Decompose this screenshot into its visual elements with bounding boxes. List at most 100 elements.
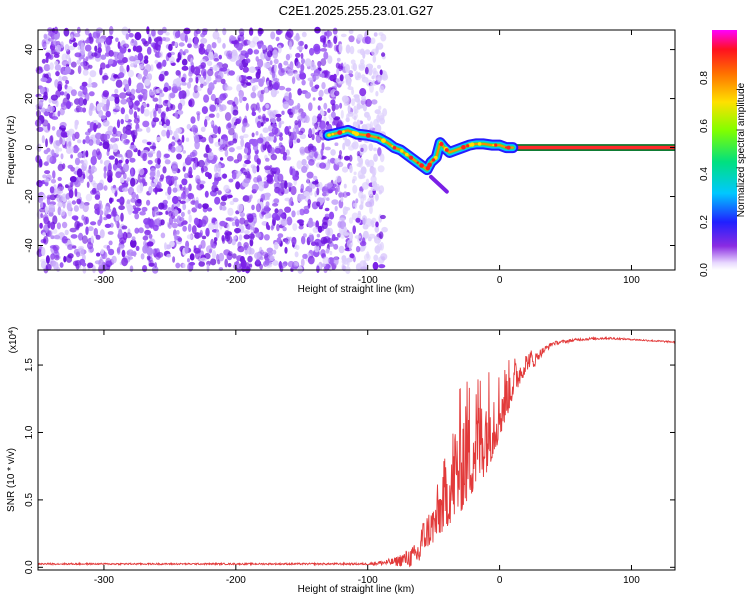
noise-speckle xyxy=(324,213,330,218)
noise-speckle xyxy=(318,182,323,191)
noise-speckle xyxy=(132,45,137,52)
noise-speckle xyxy=(257,28,264,35)
trace-hotspot xyxy=(351,130,356,135)
noise-speckle xyxy=(177,30,181,38)
noise-speckle xyxy=(259,263,263,270)
noise-speckle xyxy=(231,238,236,246)
noise-speckle xyxy=(337,184,340,193)
noise-speckle xyxy=(177,110,184,115)
noise-speckle xyxy=(242,66,249,73)
noise-speckle xyxy=(50,235,55,240)
noise-speckle xyxy=(200,37,208,44)
noise-speckle xyxy=(317,105,321,111)
noise-speckle xyxy=(244,230,250,235)
noise-speckle xyxy=(183,49,189,54)
noise-speckle xyxy=(379,153,385,163)
noise-speckle xyxy=(295,127,299,135)
noise-speckle xyxy=(54,254,60,261)
noise-speckle xyxy=(172,187,178,193)
noise-speckle xyxy=(146,103,150,108)
noise-speckle xyxy=(73,205,79,212)
noise-speckle xyxy=(235,181,241,190)
noise-speckle xyxy=(241,225,245,234)
noise-speckle xyxy=(130,62,135,68)
noise-speckle xyxy=(323,51,329,60)
noise-speckle xyxy=(141,206,148,212)
noise-speckle xyxy=(323,102,328,110)
noise-speckle xyxy=(65,79,70,85)
noise-speckle xyxy=(204,119,208,128)
noise-speckle xyxy=(126,64,130,73)
noise-speckle xyxy=(126,249,134,257)
noise-speckle xyxy=(276,237,282,245)
noise-speckle xyxy=(343,183,347,189)
noise-speckle xyxy=(240,138,245,147)
noise-speckle xyxy=(231,221,236,227)
noise-speckle xyxy=(311,127,315,135)
noise-speckle xyxy=(320,48,328,52)
noise-speckle xyxy=(143,218,151,225)
noise-speckle xyxy=(361,76,369,83)
noise-speckle xyxy=(347,78,352,88)
noise-speckle xyxy=(229,200,235,206)
noise-speckle xyxy=(356,150,361,157)
noise-speckle xyxy=(76,198,82,205)
noise-speckle xyxy=(72,42,78,48)
noise-speckle xyxy=(108,155,115,160)
noise-speckle xyxy=(146,126,151,133)
noise-speckle xyxy=(338,245,345,254)
noise-speckle xyxy=(50,94,59,101)
noise-speckle xyxy=(109,144,114,150)
noise-speckle xyxy=(348,35,355,43)
noise-speckle xyxy=(381,226,388,233)
noise-speckle xyxy=(340,33,347,38)
noise-speckle xyxy=(179,48,184,56)
noise-speckle xyxy=(105,64,110,69)
noise-speckle xyxy=(255,56,259,62)
noise-speckle xyxy=(315,220,320,230)
noise-speckle xyxy=(187,192,195,200)
noise-speckle xyxy=(40,260,47,269)
noise-speckle xyxy=(164,159,171,165)
noise-speckle xyxy=(63,255,67,263)
noise-speckle xyxy=(284,239,288,244)
noise-speckle xyxy=(84,28,90,36)
noise-speckle xyxy=(66,130,73,138)
noise-speckle xyxy=(180,200,186,205)
noise-speckle xyxy=(71,200,77,205)
noise-speckle xyxy=(378,105,382,111)
noise-speckle xyxy=(373,118,379,128)
noise-speckle xyxy=(279,213,285,218)
noise-speckle xyxy=(181,65,189,71)
noise-speckle xyxy=(216,97,223,104)
noise-speckle xyxy=(273,198,280,204)
trace-hotspot xyxy=(444,148,449,152)
noise-speckle xyxy=(125,33,129,40)
noise-speckle xyxy=(115,171,122,179)
noise-speckle xyxy=(273,64,278,73)
noise-speckle xyxy=(124,114,129,122)
noise-speckle xyxy=(169,92,176,99)
noise-speckle xyxy=(367,159,375,168)
noise-speckle xyxy=(143,59,149,64)
noise-speckle xyxy=(57,176,62,182)
noise-speckle xyxy=(267,44,273,52)
noise-speckle xyxy=(373,147,377,152)
noise-speckle xyxy=(186,81,192,89)
noise-speckle xyxy=(212,31,220,40)
noise-speckle xyxy=(51,126,56,131)
trace-hotspot xyxy=(342,130,345,134)
noise-speckle xyxy=(129,265,134,273)
noise-speckle xyxy=(202,203,209,210)
noise-speckle xyxy=(178,70,182,78)
noise-speckle xyxy=(183,27,191,35)
noise-speckle xyxy=(72,245,77,249)
noise-speckle xyxy=(313,43,321,52)
noise-speckle xyxy=(273,241,279,250)
noise-speckle xyxy=(144,91,148,97)
noise-speckle xyxy=(196,85,202,92)
noise-speckle xyxy=(199,219,207,227)
noise-speckle xyxy=(310,241,317,246)
noise-speckle xyxy=(168,43,173,52)
noise-speckle xyxy=(199,229,203,237)
